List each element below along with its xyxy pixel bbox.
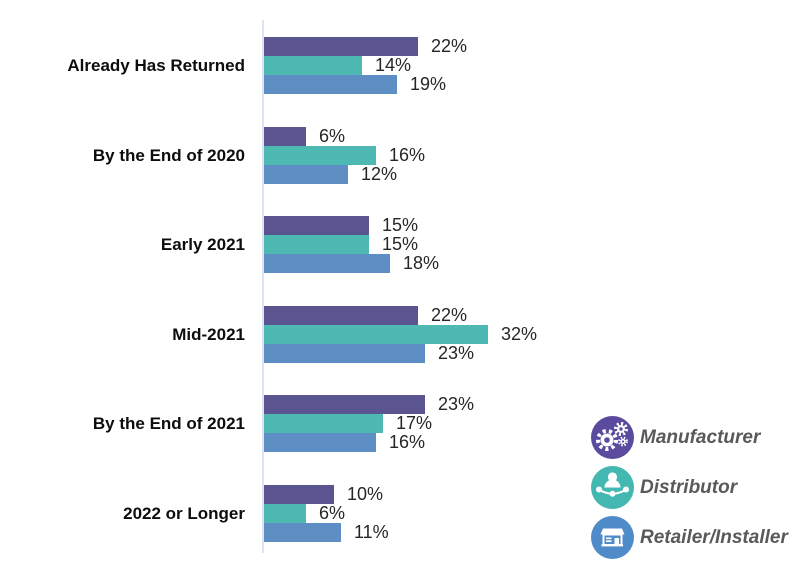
bar-retailer-installer-mid-2021 [264,344,425,363]
bar-retailer-installer-early-2021 [264,254,390,273]
value-label-retailer-installer-2022-or-longer: 11% [352,522,391,542]
category-axis-line [262,20,264,553]
value-label-manufacturer-2022-or-longer: 10% [345,484,386,504]
bar-manufacturer-mid-2021 [264,306,418,325]
value-label-manufacturer-by-the-end-of-2021: 23% [436,394,477,414]
value-label-retailer-installer-already-has-returned: 19% [408,74,449,94]
bar-distributor-already-has-returned [264,56,362,75]
value-label-manufacturer-already-has-returned: 22% [429,36,470,56]
bar-manufacturer-already-has-returned [264,37,418,56]
category-label-by-the-end-of-2021: By the End of 2021 [92,413,245,433]
bar-manufacturer-by-the-end-of-2020 [264,127,306,146]
bar-distributor-by-the-end-of-2021 [264,414,383,433]
legend-label-distributor: Distributor [640,476,738,498]
legend-label-retailer-installer: Retailer/Installer [640,526,788,548]
bar-retailer-installer-2022-or-longer [264,523,341,542]
value-label-distributor-already-has-returned: 14% [373,55,414,75]
value-label-manufacturer-by-the-end-of-2020: 6% [317,126,348,146]
legend-entry-distributor: Distributor [591,466,737,509]
bar-distributor-by-the-end-of-2020 [264,146,376,165]
category-label-mid-2021: Mid-2021 [172,324,245,344]
value-label-manufacturer-early-2021: 15% [380,215,421,235]
bar-distributor-2022-or-longer [264,504,306,523]
bar-distributor-mid-2021 [264,325,488,344]
storefront-icon [591,516,634,559]
value-label-distributor-2022-or-longer: 6% [317,503,348,523]
bar-manufacturer-early-2021 [264,216,369,235]
value-label-retailer-installer-by-the-end-of-2021: 16% [387,432,428,452]
legend-label-manufacturer: Manufacturer [640,426,761,448]
value-label-retailer-installer-by-the-end-of-2020: 12% [359,164,400,184]
value-label-distributor-mid-2021: 32% [499,324,540,344]
value-label-retailer-installer-early-2021: 18% [401,253,442,273]
bar-retailer-installer-already-has-returned [264,75,397,94]
value-label-distributor-by-the-end-of-2020: 16% [387,145,428,165]
bar-distributor-early-2021 [264,235,369,254]
bar-manufacturer-by-the-end-of-2021 [264,395,425,414]
value-label-retailer-installer-mid-2021: 23% [436,343,477,363]
category-label-already-has-returned: Already Has Returned [67,55,245,75]
value-label-manufacturer-mid-2021: 22% [429,305,470,325]
value-label-distributor-by-the-end-of-2021: 17% [394,413,435,433]
bar-retailer-installer-by-the-end-of-2021 [264,433,376,452]
value-label-distributor-early-2021: 15% [380,234,421,254]
legend-entry-retailer-installer: Retailer/Installer [591,516,788,559]
bar-retailer-installer-by-the-end-of-2020 [264,165,348,184]
category-label-2022-or-longer: 2022 or Longer [123,503,245,523]
bar-manufacturer-2022-or-longer [264,485,334,504]
category-label-early-2021: Early 2021 [160,234,245,254]
legend-entry-manufacturer: Manufacturer [591,416,760,459]
gears-icon [591,416,634,459]
category-label-by-the-end-of-2020: By the End of 2020 [92,145,245,165]
network-person-icon [591,466,634,509]
